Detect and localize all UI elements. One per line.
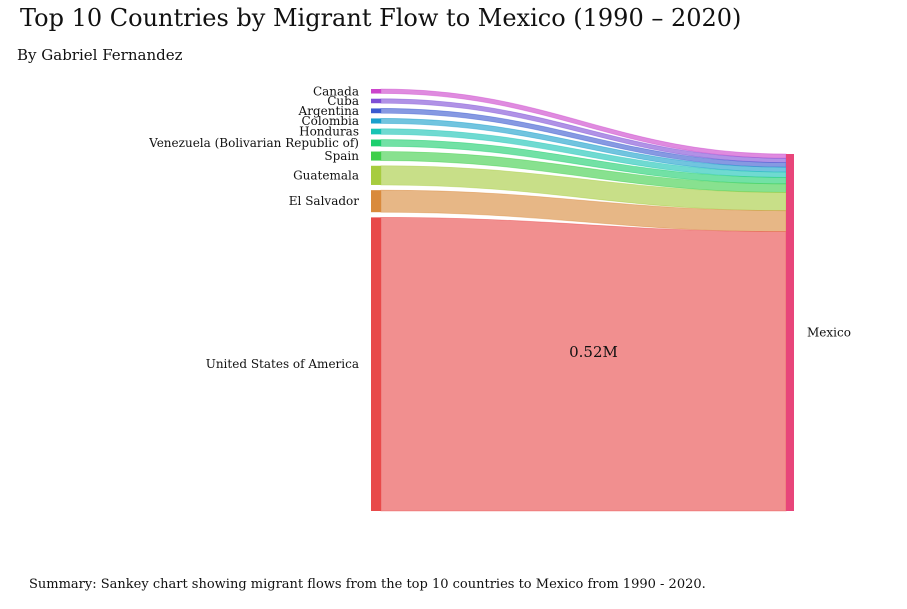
sankey-links	[380, 88, 787, 512]
flow-value-label: 0.52M	[569, 343, 618, 361]
source-node-guatemala	[371, 165, 381, 185]
flow-link-united-states-of-america	[380, 216, 787, 512]
source-node-united-states-of-america	[371, 217, 381, 511]
source-label-spain: Spain	[324, 149, 359, 163]
source-node-cuba	[371, 98, 381, 104]
sankey-nodes	[371, 89, 794, 511]
source-node-colombia	[371, 118, 381, 124]
source-node-el-salvador	[371, 190, 381, 213]
source-label-honduras: Honduras	[299, 125, 359, 139]
sankey-labels: CanadaCubaArgentinaColombiaHondurasVenez…	[148, 84, 851, 371]
source-node-spain	[371, 151, 381, 161]
source-node-honduras	[371, 128, 381, 135]
source-node-venezuela-bolivarian-republic-of	[371, 139, 381, 147]
source-node-argentina	[371, 108, 381, 114]
target-node-mexico	[786, 154, 794, 511]
source-label-cuba: Cuba	[327, 94, 359, 108]
source-node-canada	[371, 89, 381, 94]
source-label-united-states-of-america: United States of America	[206, 357, 359, 371]
source-label-colombia: Colombia	[301, 114, 359, 128]
chart-subtitle: By Gabriel Fernandez	[17, 46, 183, 64]
source-label-guatemala: Guatemala	[293, 168, 359, 182]
source-label-el-salvador: El Salvador	[289, 194, 359, 208]
chart-title: Top 10 Countries by Migrant Flow to Mexi…	[20, 4, 742, 32]
source-label-argentina: Argentina	[298, 104, 359, 118]
source-label-canada: Canada	[313, 84, 359, 98]
source-label-venezuela-bolivarian-republic-of: Venezuela (Bolivarian Republic of)	[148, 136, 359, 150]
target-label-mexico: Mexico	[807, 326, 851, 340]
chart-summary: Summary: Sankey chart showing migrant fl…	[29, 577, 706, 592]
